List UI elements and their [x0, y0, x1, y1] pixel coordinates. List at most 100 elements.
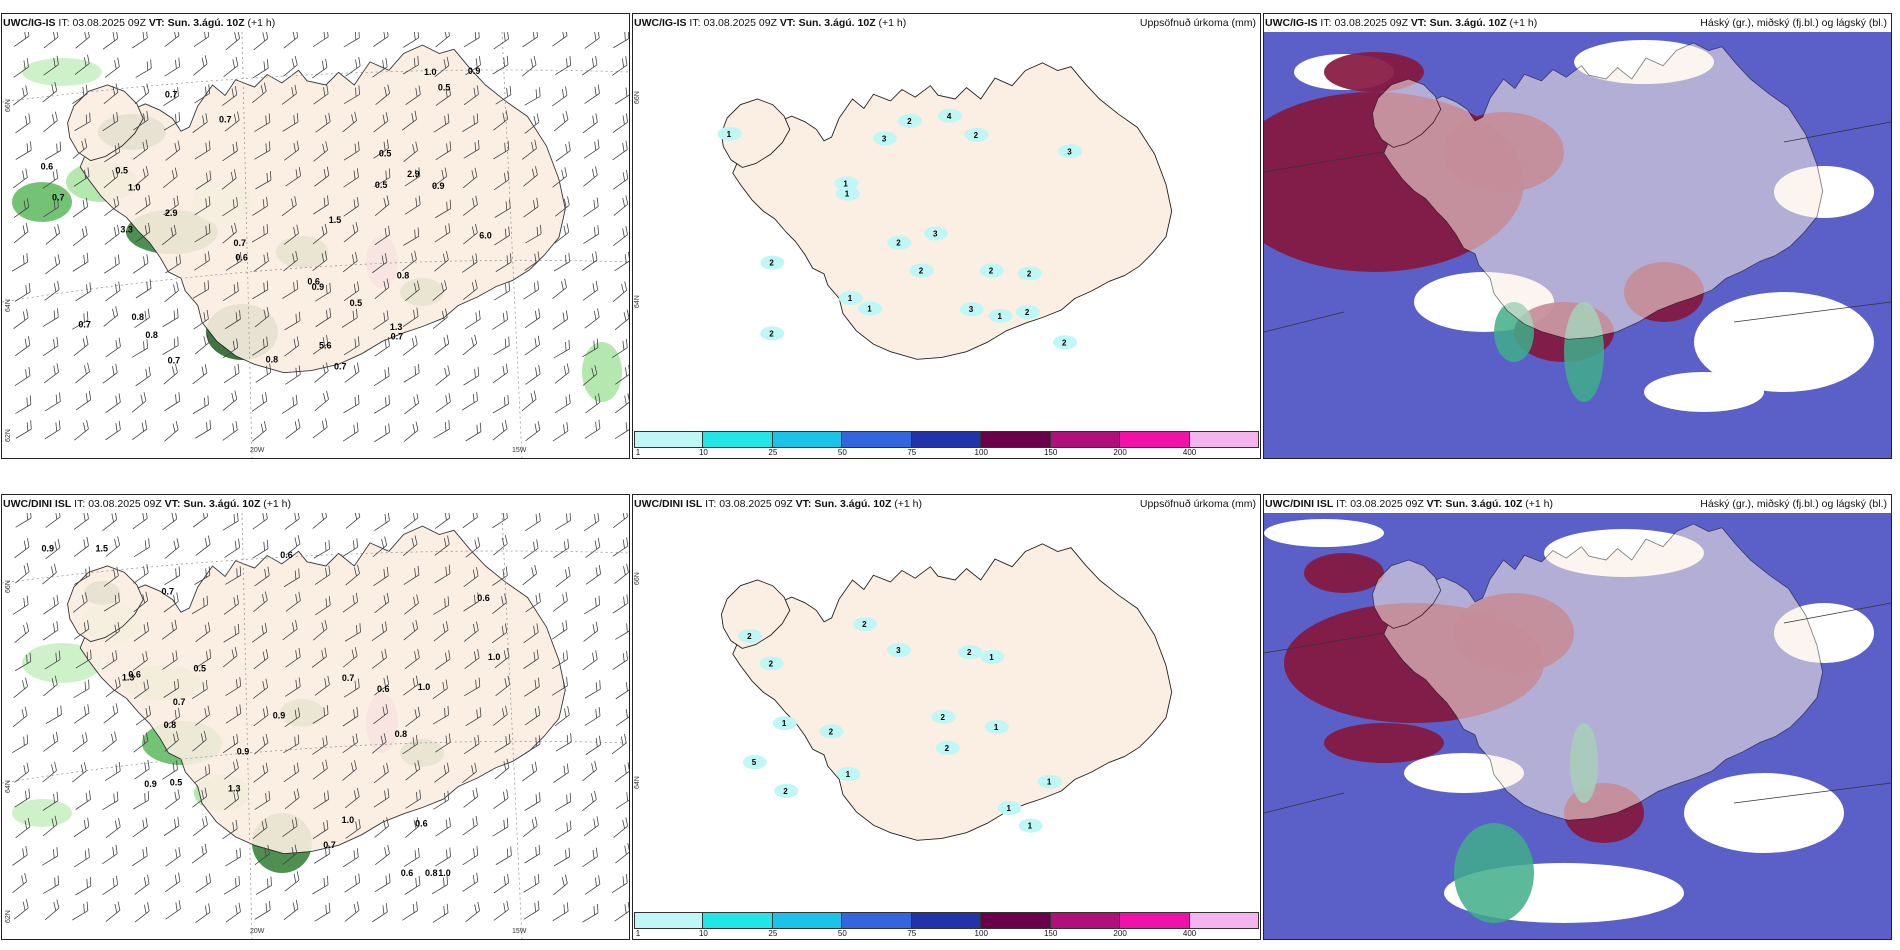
wind-barb: [582, 280, 599, 301]
wind-barb: [164, 57, 181, 77]
wind-barb: [553, 252, 570, 272]
accum-area: [887, 235, 912, 250]
wind-barb: [75, 790, 91, 810]
wind-barb: [251, 392, 268, 412]
wind-barb: [583, 816, 599, 837]
wind-barb: [375, 84, 391, 105]
accum-area: [980, 649, 1005, 664]
wind-barb: [73, 335, 89, 356]
iceland-land: [732, 543, 1173, 841]
iceland-land: [1383, 42, 1824, 340]
wind-barb: [491, 623, 508, 644]
wind-barb: [615, 706, 629, 727]
wind-barb: [463, 734, 480, 755]
wind-barb: [75, 32, 90, 49]
wind-barb: [283, 250, 298, 272]
lat-label: 64N: [5, 299, 12, 312]
wind-barb: [195, 648, 212, 669]
wind-precip-map[interactable]: 0.7 0.7 0.8 0.5 2.9 5.6 6.0 2.9 0.6 0.8 0.7 0.6 0.7 0…: [2, 32, 629, 458]
wind-barb: [222, 338, 239, 359]
precip-value-label: 0.5: [194, 663, 207, 673]
wind-barb: [132, 791, 150, 810]
wind-barb: [284, 788, 300, 810]
wind-barb: [614, 762, 629, 783]
westfjords-land: [720, 579, 791, 649]
wind-barb: [103, 566, 119, 587]
accum-value-label: 1: [867, 304, 872, 313]
wind-barb: [432, 167, 448, 188]
lat-label: 64N: [634, 776, 641, 789]
wind-barb: [493, 873, 510, 894]
wind-barb: [343, 141, 360, 161]
accum-precip-map[interactable]: 2 2 3 2 3 4 2 2 1 1 2 1 1 2 3 1 2 2 2 3 1 66N 64N: [633, 32, 1260, 432]
precip-area: [12, 799, 72, 827]
wind-barb: [134, 166, 149, 187]
wind-barb: [164, 566, 181, 586]
precip-value-label: 2.9: [407, 169, 420, 179]
wind-barb: [345, 564, 360, 586]
wind-barb: [374, 225, 391, 246]
wind-barb: [433, 621, 449, 642]
wind-barb: [225, 704, 242, 724]
wind-barb: [163, 195, 179, 216]
wind-barb: [553, 874, 568, 896]
wind-barb: [43, 198, 59, 218]
panel-accum-precip-ig: UWC/IG-IS IT: 03.08.2025 09Z VT: Sun. 3.…: [632, 13, 1261, 459]
wind-barb: [614, 563, 629, 585]
accum-value-label: 1: [1047, 778, 1052, 787]
precip-value-label: 0.7: [334, 362, 347, 372]
wind-barb: [493, 32, 509, 50]
precip-value-label: 0.8: [395, 729, 408, 739]
wind-barb: [134, 83, 150, 105]
accum-area: [774, 783, 799, 798]
wind-barb: [555, 733, 572, 752]
accum-value-label: 2: [967, 648, 972, 657]
wind-barb: [15, 562, 30, 584]
wind-barb: [103, 306, 118, 327]
accum-precip-map[interactable]: 1 1 2 2 1 2 2 2 1 3 2 1 1 2 2 5 1 66N 64N: [633, 513, 1260, 913]
wind-barb: [582, 790, 597, 812]
wind-barb: [343, 678, 360, 698]
panel-title: UWC/IG-IS IT: 03.08.2025 09Z VT: Sun. 3.…: [634, 17, 907, 29]
wind-barb: [615, 790, 629, 810]
wind-barb: [522, 816, 538, 838]
wind-barb: [374, 675, 390, 696]
wind-barb: [222, 85, 238, 106]
cloud-map[interactable]: [1264, 513, 1891, 939]
wind-barb: [374, 513, 390, 531]
wind-barb: [194, 764, 211, 784]
wind-barb: [523, 280, 540, 300]
accum-area: [717, 126, 742, 141]
colorbar: 1 10 25 50 75 100 150 200 400: [634, 912, 1259, 938]
wind-barb: [134, 902, 150, 923]
wind-barb: [14, 622, 29, 643]
accum-value-label: 2: [989, 267, 994, 276]
wind-barb: [164, 392, 181, 412]
wind-barb: [342, 251, 358, 273]
wind-barb: [374, 168, 391, 187]
wind-barb: [402, 250, 417, 271]
wind-barb: [372, 903, 388, 923]
wind-barb: [313, 84, 329, 105]
wind-barb: [435, 32, 451, 48]
precip-value-label: 1.0: [424, 67, 437, 77]
wind-barb: [192, 280, 210, 299]
wind-barb: [15, 513, 32, 528]
mid-cloud-layer: [1454, 823, 1534, 923]
wind-precip-map[interactable]: 0.9 1.3 1.5 0.8 1.0 0.7 1.3 0.8 0.5 0.6 1.0 0.6 0.9 0…: [2, 513, 629, 939]
cloud-map[interactable]: [1264, 32, 1891, 458]
precip-value-label: 0.7: [78, 319, 91, 329]
wind-barb: [312, 735, 328, 755]
wind-barb: [404, 167, 421, 187]
wind-barb: [555, 56, 572, 75]
wind-barb: [433, 420, 450, 439]
wind-barb: [284, 513, 300, 530]
wind-barb: [105, 281, 121, 302]
accum-area: [909, 263, 934, 278]
wind-barb: [434, 513, 451, 529]
wind-barb: [72, 225, 88, 247]
accum-area: [872, 131, 897, 146]
wind-barb: [192, 730, 207, 752]
precip-value-label: 3.3: [120, 225, 133, 235]
wind-barb: [583, 139, 600, 159]
